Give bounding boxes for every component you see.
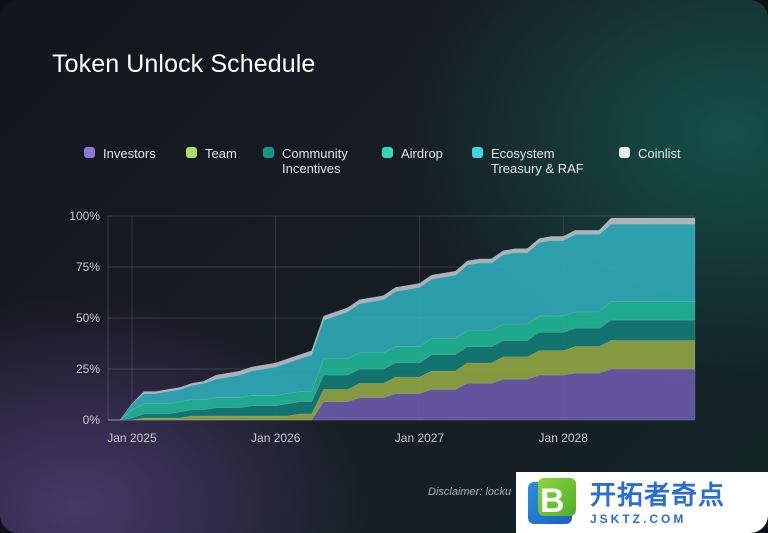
- legend-item-investors[interactable]: Investors: [84, 146, 156, 161]
- y-tick-label: 0%: [83, 413, 101, 427]
- legend-label: Team: [205, 146, 237, 161]
- legend-swatch: [84, 147, 95, 158]
- y-tick-label: 100%: [69, 209, 100, 223]
- watermark-logo: B 开拓者奇点 JSKTZ.COM: [516, 472, 768, 533]
- legend-swatch: [263, 147, 274, 158]
- x-tick-label: Jan 2026: [251, 431, 301, 445]
- legend-label: Community Incentives: [282, 146, 348, 176]
- chart-title: Token Unlock Schedule: [52, 50, 316, 78]
- logo-chinese-text: 开拓者奇点: [590, 479, 726, 510]
- logo-domain-text: JSKTZ.COM: [590, 511, 687, 526]
- legend-label: Coinlist: [638, 146, 681, 161]
- legend-item-community-incentives[interactable]: Community Incentives: [263, 146, 348, 176]
- legend-label: Investors: [103, 146, 156, 161]
- x-tick-label: Jan 2028: [539, 431, 589, 445]
- legend-swatch: [472, 147, 483, 158]
- x-tick-label: Jan 2025: [107, 431, 157, 445]
- area-coinlist: [108, 217, 696, 421]
- y-tick-label: 25%: [76, 362, 100, 376]
- legend-swatch: [382, 147, 393, 158]
- legend-item-coinlist[interactable]: Coinlist: [619, 146, 681, 161]
- legend-swatch: [186, 147, 197, 158]
- legend-label: Ecosystem Treasury & RAF: [491, 146, 584, 176]
- legend-item-airdrop[interactable]: Airdrop: [382, 146, 443, 161]
- legend-item-ecosystem-treasury[interactable]: Ecosystem Treasury & RAF: [472, 146, 584, 176]
- legend-swatch: [619, 147, 630, 158]
- legend-item-team[interactable]: Team: [186, 146, 237, 161]
- y-tick-label: 75%: [76, 260, 100, 274]
- legend-label: Airdrop: [401, 146, 443, 161]
- y-tick-label: 50%: [76, 311, 100, 325]
- disclaimer-text: Disclaimer: locku: [428, 486, 512, 498]
- x-tick-label: Jan 2027: [395, 431, 445, 445]
- logo-letter: B: [540, 481, 565, 520]
- logo-mark-icon: B: [526, 477, 580, 528]
